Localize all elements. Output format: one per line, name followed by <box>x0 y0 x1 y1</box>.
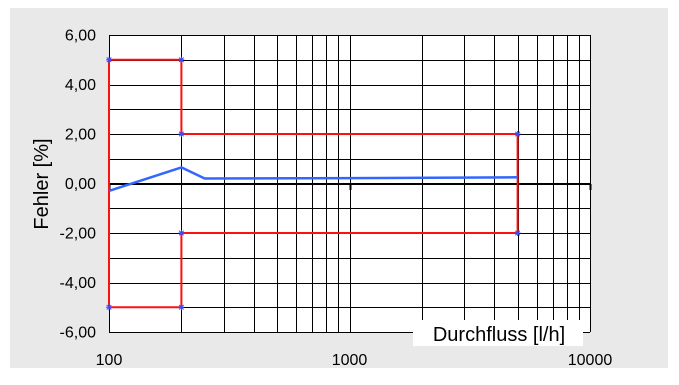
y-tick-label: -2,00 <box>60 226 97 243</box>
data-point-marker <box>178 131 185 137</box>
y-tick-label: -4,00 <box>60 275 97 292</box>
x-tick-label: 100 <box>96 352 123 369</box>
series <box>106 56 521 311</box>
data-point-marker <box>178 56 185 63</box>
data-point-marker <box>178 304 185 311</box>
x-axis-label: Durchfluss [l/h] <box>433 324 565 346</box>
measured-error-line <box>108 166 518 193</box>
y-tick-label: 4,00 <box>65 77 96 94</box>
x-tick-labels: 100 1000 10000 <box>96 352 613 369</box>
data-point-marker <box>178 230 185 236</box>
x-tick-label: 1000 <box>332 352 368 369</box>
y-tick-labels: 6,00 4,00 2,00 0,00 -2,00 -4,00 -6,00 <box>60 28 97 342</box>
data-point-marker <box>514 131 521 137</box>
y-tick-label: -6,00 <box>60 325 97 342</box>
x-tick-label: 10000 <box>568 352 613 369</box>
y-tick-label: 6,00 <box>65 28 96 45</box>
data-point-marker <box>106 304 112 311</box>
data-point-marker <box>106 56 112 63</box>
y-tick-label: 2,00 <box>65 127 96 144</box>
data-point-marker <box>514 230 521 236</box>
y-axis-label: Fehler [%] <box>31 138 53 229</box>
x-axis-label-background <box>413 320 583 346</box>
y-tick-label: 0,00 <box>65 176 96 193</box>
